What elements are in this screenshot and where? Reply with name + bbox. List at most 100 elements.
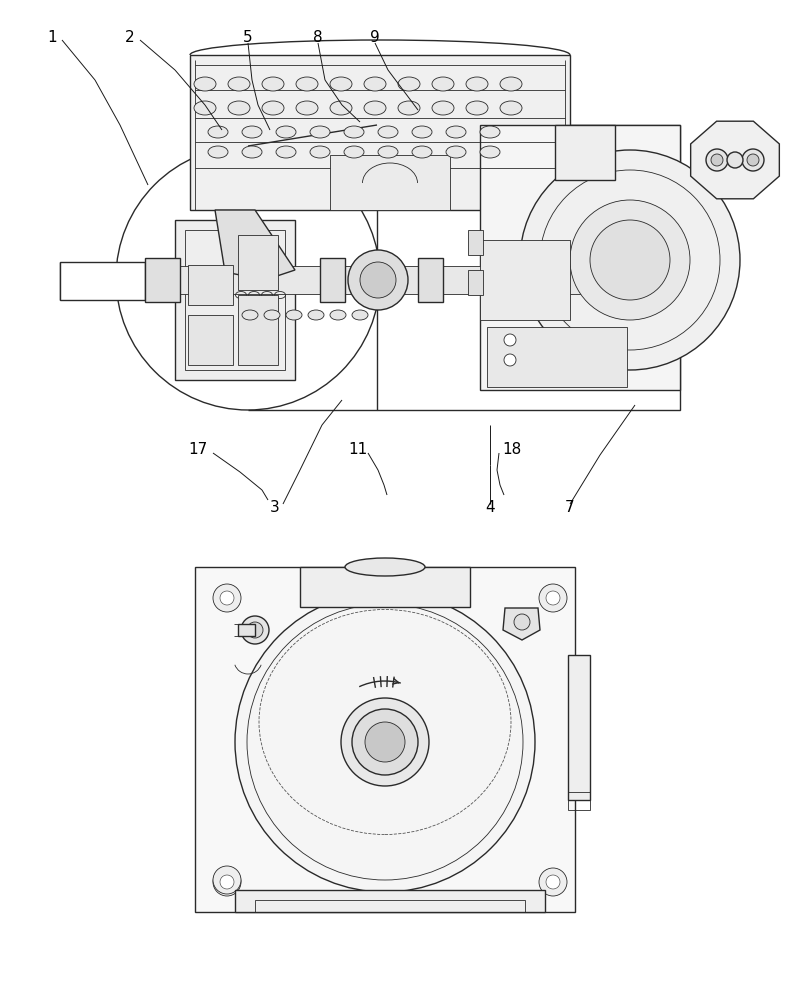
Ellipse shape	[345, 558, 424, 576]
Bar	[376, 125, 679, 410]
Polygon shape	[190, 55, 569, 210]
Ellipse shape	[397, 77, 419, 91]
Bar	[487, 327, 626, 387]
Ellipse shape	[363, 101, 385, 115]
Ellipse shape	[228, 101, 250, 115]
Circle shape	[504, 354, 515, 366]
Circle shape	[348, 250, 407, 310]
Circle shape	[741, 149, 763, 171]
Circle shape	[365, 722, 405, 762]
Text: 18: 18	[502, 442, 521, 458]
Bar	[479, 240, 569, 320]
Ellipse shape	[228, 77, 250, 91]
Bar	[234, 890, 544, 912]
Ellipse shape	[329, 310, 345, 320]
Ellipse shape	[310, 126, 329, 138]
Ellipse shape	[378, 126, 397, 138]
Ellipse shape	[307, 310, 324, 320]
Bar	[568, 655, 590, 800]
Circle shape	[247, 622, 263, 638]
Circle shape	[220, 875, 234, 889]
Ellipse shape	[411, 146, 431, 158]
Text: 8: 8	[313, 30, 323, 45]
Circle shape	[212, 866, 241, 894]
Ellipse shape	[242, 146, 262, 158]
Bar	[0, 510, 811, 950]
Bar	[418, 258, 443, 302]
Circle shape	[212, 868, 241, 896]
Circle shape	[519, 150, 739, 370]
Ellipse shape	[411, 126, 431, 138]
Circle shape	[569, 200, 689, 320]
Circle shape	[234, 592, 534, 892]
Ellipse shape	[262, 77, 284, 91]
Ellipse shape	[344, 126, 363, 138]
Ellipse shape	[445, 146, 466, 158]
Ellipse shape	[296, 101, 318, 115]
Text: 3: 3	[270, 500, 280, 516]
Text: 2: 2	[125, 30, 135, 45]
Ellipse shape	[344, 146, 363, 158]
Bar	[255, 900, 525, 912]
Bar	[238, 235, 277, 290]
Polygon shape	[690, 121, 779, 199]
Ellipse shape	[466, 101, 487, 115]
Bar	[467, 230, 483, 255]
Bar	[185, 230, 285, 370]
Circle shape	[513, 614, 530, 630]
Ellipse shape	[378, 146, 397, 158]
Bar	[467, 270, 483, 295]
Ellipse shape	[329, 77, 351, 91]
Circle shape	[705, 149, 727, 171]
Polygon shape	[215, 210, 294, 280]
Circle shape	[710, 154, 722, 166]
Circle shape	[746, 154, 758, 166]
Bar	[568, 792, 590, 810]
Ellipse shape	[296, 77, 318, 91]
Bar	[175, 220, 294, 380]
Ellipse shape	[264, 310, 280, 320]
Text: 4: 4	[485, 500, 494, 516]
Ellipse shape	[397, 101, 419, 115]
Ellipse shape	[500, 77, 521, 91]
Ellipse shape	[194, 101, 216, 115]
Circle shape	[359, 262, 396, 298]
Bar	[238, 295, 277, 365]
Ellipse shape	[466, 77, 487, 91]
Ellipse shape	[242, 310, 258, 320]
Circle shape	[351, 709, 418, 775]
Circle shape	[590, 220, 669, 300]
Text: 1: 1	[47, 30, 57, 45]
Ellipse shape	[276, 126, 296, 138]
Bar	[0, 22, 811, 512]
Ellipse shape	[445, 126, 466, 138]
Ellipse shape	[208, 146, 228, 158]
Bar	[188, 315, 233, 365]
Bar	[329, 155, 449, 210]
Text: 17: 17	[188, 442, 208, 458]
Text: 7: 7	[564, 500, 574, 516]
Bar	[238, 624, 255, 636]
Bar	[145, 266, 644, 294]
Circle shape	[545, 591, 560, 605]
Circle shape	[220, 591, 234, 605]
Circle shape	[726, 152, 742, 168]
Bar	[479, 125, 679, 390]
Ellipse shape	[310, 146, 329, 158]
Bar	[554, 125, 614, 180]
Circle shape	[539, 584, 566, 612]
Circle shape	[116, 146, 380, 410]
Ellipse shape	[431, 101, 453, 115]
Circle shape	[545, 875, 560, 889]
Ellipse shape	[262, 101, 284, 115]
Bar	[60, 262, 145, 300]
Circle shape	[504, 334, 515, 346]
Ellipse shape	[194, 77, 216, 91]
Bar	[145, 258, 180, 302]
Circle shape	[539, 868, 566, 896]
Ellipse shape	[276, 146, 296, 158]
Ellipse shape	[351, 310, 367, 320]
Circle shape	[241, 616, 268, 644]
Bar	[195, 567, 574, 912]
Ellipse shape	[431, 77, 453, 91]
